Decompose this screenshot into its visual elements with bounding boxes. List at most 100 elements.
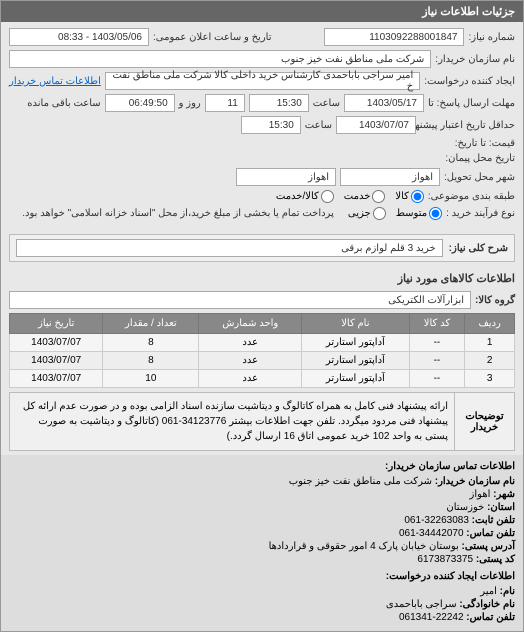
- table-cell: آداپتور استارتر: [302, 334, 409, 352]
- contact-value: 34442070-061: [399, 528, 464, 539]
- nam-kharidar-label: نام سازمان خریدار:: [435, 54, 515, 65]
- contact-title-1: اطلاعات تماس سازمان خریدار:: [9, 461, 515, 472]
- jozi-radio[interactable]: [373, 207, 386, 220]
- nam-kharidar-field: شرکت ملی مناطق نفت خیز جنوب: [9, 50, 431, 68]
- contact-value: بوستان خیابان پارک 4 امور حقوقی و قراردا…: [269, 541, 459, 552]
- contact-line: تلفن ثابت: 32263083-061: [9, 515, 515, 526]
- table-row: 3--آداپتور استارترعدد101403/07/07: [10, 370, 515, 388]
- khadamat-radio-label[interactable]: خدمت: [344, 190, 386, 203]
- note-text: پرداخت تمام یا بخشی از مبلغ خرید،از محل …: [22, 208, 334, 219]
- table-cell: 1403/07/07: [10, 370, 103, 388]
- hadaghal-time-field: 15:30: [241, 116, 301, 134]
- kala-radio[interactable]: [411, 190, 424, 203]
- contact-section: اطلاعات تماس سازمان خریدار: نام سازمان خ…: [1, 455, 523, 631]
- table-cell: 8: [103, 352, 199, 370]
- contact-line: نام: امیر: [9, 586, 515, 597]
- table-cell: 3: [465, 370, 515, 388]
- group-field: ابزارآلات الکتریکی: [9, 291, 471, 309]
- hadaghal-label: حداقل تاریخ اعتبار پیشنهاد تا تاریخ:: [420, 120, 515, 131]
- table-row: 2--آداپتور استارترعدد81403/07/07: [10, 352, 515, 370]
- contact-key: تلفن ثابت:: [469, 515, 515, 526]
- panel-title: جزئیات اطلاعات نیاز: [1, 1, 523, 22]
- kala-table: ردیفکد کالانام کالاواحد شمارشتعداد / مقد…: [9, 313, 515, 388]
- kalakhadamat-radio-label[interactable]: کالا/خدمت: [276, 190, 334, 203]
- row-hadaghal: حداقل تاریخ اعتبار پیشنهاد تا تاریخ: 140…: [9, 116, 515, 134]
- ijad-konande-label: ایجاد کننده درخواست:: [424, 76, 515, 87]
- motavaset-radio-label[interactable]: متوسط: [396, 207, 442, 220]
- contact-line: شهر: اهواز: [9, 489, 515, 500]
- contact-key: استان:: [484, 502, 515, 513]
- contact-key: نام:: [497, 586, 515, 597]
- shomare-niaz-field: 1103092288001847: [324, 28, 464, 46]
- shahr2-field: اهواز: [236, 168, 336, 186]
- table-cell: آداپتور استارتر: [302, 370, 409, 388]
- table-row: 1--آداپتور استارترعدد81403/07/07: [10, 334, 515, 352]
- shomare-niaz-label: شماره نیاز:: [468, 32, 515, 43]
- contact-key: تلفن تماس:: [464, 612, 515, 623]
- row-ijad: ایجاد کننده درخواست: امیر سراجی باباحمدی…: [9, 72, 515, 90]
- kala-radio-label[interactable]: کالا: [395, 190, 424, 203]
- tabaghe-label: طبقه بندی موضوعی:: [428, 191, 515, 202]
- jozi-radio-label[interactable]: جزیی: [348, 207, 386, 220]
- contact-line: استان: خوزستان: [9, 502, 515, 513]
- contact-key: تلفن تماس:: [464, 528, 515, 539]
- desc-label: توضیحات خریدار: [454, 393, 514, 450]
- contact-line: آدرس پستی: بوستان خیابان پارک 4 امور حقو…: [9, 541, 515, 552]
- table-header: کد کالا: [409, 314, 465, 334]
- table-header: تعداد / مقدار: [103, 314, 199, 334]
- row-noe: نوع فرآیند خرید : متوسط جزیی پرداخت تمام…: [9, 207, 515, 220]
- mohlat-time-field: 15:30: [249, 94, 309, 112]
- contact-title-2: اطلاعات ایجاد کننده درخواست:: [9, 571, 515, 582]
- contact-value: اهواز: [470, 489, 491, 500]
- mohlat-date-field: 1403/05/17: [344, 94, 424, 112]
- tabaghe-radios: کالا خدمت کالا/خدمت: [276, 190, 424, 203]
- row-tarikh-mahal: تاریخ محل پیمان:: [9, 153, 515, 164]
- tarikh-mahal-label: تاریخ محل پیمان:: [445, 153, 515, 164]
- ruz-label: روز و: [179, 98, 201, 109]
- contact-value: خوزستان: [446, 502, 484, 513]
- table-cell: عدد: [199, 370, 302, 388]
- contact-key: نام سازمان خریدار:: [432, 476, 515, 487]
- khadamat-radio[interactable]: [372, 190, 385, 203]
- contact-line: تلفن تماس: 22242-061341: [9, 612, 515, 623]
- sharh-field: خرید 3 قلم لوازم برقی: [16, 239, 443, 257]
- ijad-konande-field: امیر سراجی باباحمدی کارشناس خرید داخلی ک…: [105, 72, 420, 90]
- contact-value: 22242-061341: [399, 612, 464, 623]
- table-cell: عدد: [199, 352, 302, 370]
- saat-baghi-field: 06:49:50: [105, 94, 175, 112]
- contact-key: شهر:: [490, 489, 515, 500]
- saat-baghi-label: ساعت باقی مانده: [27, 98, 100, 109]
- row-mohlat: مهلت ارسال پاسخ: تا 1403/05/17 ساعت 15:3…: [9, 94, 515, 112]
- saat-label-1: ساعت: [313, 98, 340, 109]
- table-cell: --: [409, 352, 465, 370]
- contact-value: سراجی باباحمدی: [386, 599, 457, 610]
- main-panel: جزئیات اطلاعات نیاز شماره نیاز: 11030922…: [0, 0, 524, 632]
- motavaset-radio[interactable]: [429, 207, 442, 220]
- table-cell: --: [409, 334, 465, 352]
- kala-section-title: اطلاعات کالاهای مورد نیاز: [1, 266, 523, 291]
- row-kharidar: نام سازمان خریدار: شرکت ملی مناطق نفت خی…: [9, 50, 515, 68]
- table-header: واحد شمارش: [199, 314, 302, 334]
- table-cell: --: [409, 370, 465, 388]
- table-header: ردیف: [465, 314, 515, 334]
- ruz-field: 11: [205, 94, 245, 112]
- row-shomare: شماره نیاز: 1103092288001847 تاریخ و ساع…: [9, 28, 515, 46]
- contact-line: تلفن تماس: 34442070-061: [9, 528, 515, 539]
- table-cell: 1: [465, 334, 515, 352]
- row-shahr: شهر محل تحویل: اهواز اهواز: [9, 168, 515, 186]
- row-group: گروه کالا: ابزارآلات الکتریکی: [1, 291, 523, 309]
- table-cell: آداپتور استارتر: [302, 352, 409, 370]
- contact-line: کد پستی: 6173873375: [9, 554, 515, 565]
- kalakhadamat-radio[interactable]: [321, 190, 334, 203]
- contact-key: کد پستی:: [473, 554, 515, 565]
- contact-line: نام خانوادگی: سراجی باباحمدی: [9, 599, 515, 610]
- shahr-label: شهر محل تحویل:: [444, 172, 515, 183]
- etelaat-tamas-link[interactable]: اطلاعات تماس خریدار: [9, 76, 101, 87]
- table-header: نام کالا: [302, 314, 409, 334]
- table-cell: 10: [103, 370, 199, 388]
- table-cell: عدد: [199, 334, 302, 352]
- row-gheimat: قیمت: تا تاریخ:: [9, 138, 515, 149]
- shahr1-field: اهواز: [340, 168, 440, 186]
- table-cell: 8: [103, 334, 199, 352]
- contact-value: 32263083-061: [404, 515, 469, 526]
